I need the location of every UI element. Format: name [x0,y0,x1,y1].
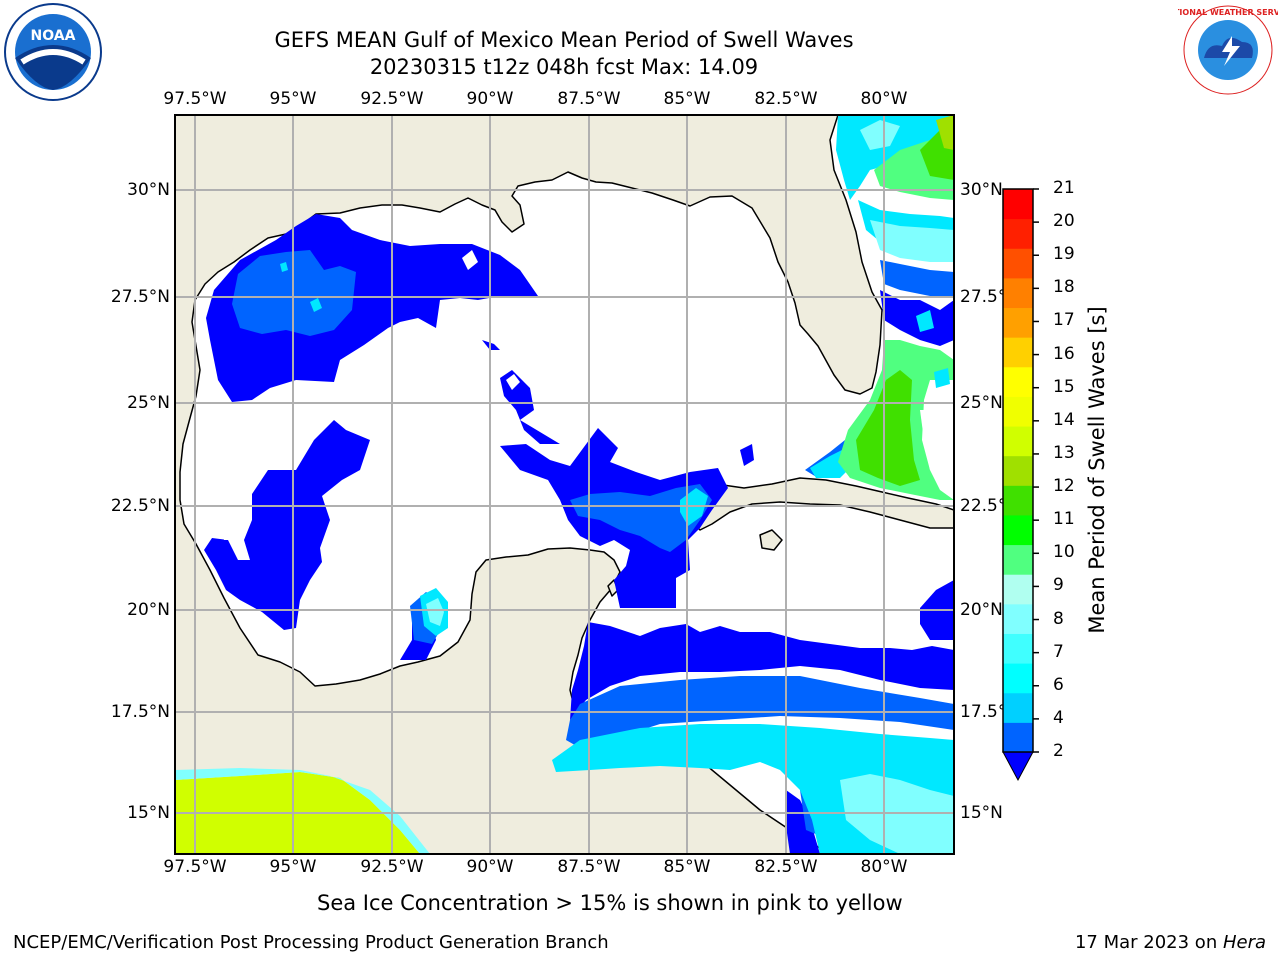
colorbar-segment [1003,396,1033,427]
land-isla-juventud [759,529,783,551]
colorbar-segment [1003,455,1033,486]
lon-label-bottom: 90°W [466,857,514,877]
noaa-logo-text: NOAA [31,28,76,44]
colorbar-tick-label: 18 [1053,277,1075,298]
colorbar-segment [1003,218,1033,249]
noaa-logo: NOAA [0,2,106,102]
colorbar-segment [1003,633,1033,664]
footer-host: Hera [1222,932,1266,953]
chart-subtitle: 20230315 t12z 048h fcst Max: 14.09 [369,55,759,79]
colorbar-segment [1003,514,1033,546]
map-panel [174,114,955,855]
colorbar-tick-label: 16 [1053,343,1075,364]
lat-label-left: 22.5°N [110,496,170,516]
colorbar-tick-label: 14 [1053,409,1075,430]
colorbar-tick-label: 9 [1053,575,1064,596]
lon-label-bottom: 85°W [663,857,711,877]
colorbar-segment [1003,544,1033,575]
colorbar-tick-label: 20 [1053,211,1075,232]
lat-label-left: 17.5°N [110,702,170,722]
colorbar-tick-label: 13 [1053,442,1075,463]
lat-label-left: 25°N [127,393,170,413]
colorbar-segment [1003,307,1033,338]
lon-label-top: 85°W [663,89,711,109]
colorbar-tick-label: 12 [1053,476,1075,497]
colorbar-tick-label: 10 [1053,542,1075,563]
colorbar-segment [1003,485,1033,516]
nws-logo: NATIONAL WEATHER SERVICE [1162,2,1280,98]
colorbar-frame [1002,188,1034,753]
lon-label-top: 87.5°W [557,89,621,109]
colorbar-tick-label: 2 [1053,741,1064,761]
colorbar-segment [1003,574,1033,605]
colorbar-tick-label: 6 [1053,674,1064,695]
map-frame [174,114,955,855]
colorbar-segment [1003,663,1033,694]
lon-label-bottom: 92.5°W [360,857,424,877]
lon-label-top: 90°W [466,89,514,109]
colorbar-segment [1003,603,1033,634]
lon-label-top: 92.5°W [360,89,424,109]
colorbar-tick-label: 11 [1053,509,1075,530]
lon-label-top: 97.5°W [163,89,227,109]
colorbar-tick-label: 17 [1053,310,1075,331]
colorbar-label: Mean Period of Swell Waves [s] [1085,306,1109,634]
colorbar-tick-label: 7 [1053,641,1064,662]
lat-label-right: 30°N [960,180,1003,200]
colorbar-tick-label: 21 [1053,178,1075,198]
colorbar-segment [1003,337,1033,368]
lon-label-bottom: 95°W [269,857,317,877]
nws-logo-text: NATIONAL WEATHER SERVICE [1178,8,1278,17]
lat-label-left: 20°N [127,600,170,620]
lon-label-top: 82.5°W [754,89,818,109]
colorbar [1002,188,1039,782]
swell-fill-green [838,115,954,500]
land-cuba [689,477,954,531]
ocean-gaps [220,374,520,640]
lon-label-bottom: 97.5°W [163,857,227,877]
colorbar-tick-label: 4 [1053,707,1064,728]
lat-label-left: 15°N [127,803,170,823]
chart-title: GEFS MEAN Gulf of Mexico Mean Period of … [274,28,854,52]
colorbar-segment [1003,426,1033,457]
graticule [175,115,954,854]
lon-label-top: 95°W [269,89,317,109]
footer-left: NCEP/EMC/Verification Post Processing Pr… [13,932,609,953]
footer-right: 17 Mar 2023 on Hera [1075,932,1266,953]
lon-label-bottom: 87.5°W [557,857,621,877]
lon-label-bottom: 82.5°W [754,857,818,877]
lat-label-right: 25°N [960,393,1003,413]
lat-label-left: 30°N [127,180,170,200]
colorbar-segment [1003,189,1033,220]
footer-date: 17 Mar 2023 on [1074,932,1223,953]
lon-label-bottom: 80°W [860,857,908,877]
lat-label-right: 20°N [960,600,1003,620]
colorbar-segments [1003,189,1033,753]
colorbar-segment [1003,722,1033,753]
lat-label-left: 27.5°N [110,287,170,307]
colorbar-tick-label: 8 [1053,608,1064,629]
lon-label-top: 80°W [860,89,908,109]
colorbar-segment [1003,366,1033,397]
colorbar-extend-triangle [1002,751,1034,782]
colorbar-ticks [1033,188,1039,753]
colorbar-tick-label: 19 [1053,244,1075,265]
sea-ice-caption: Sea Ice Concentration > 15% is shown in … [317,891,903,915]
colorbar-segment [1003,277,1033,309]
colorbar-segment [1003,692,1033,723]
colorbar-tick-label: 15 [1053,376,1075,397]
colorbar-segment [1003,248,1033,279]
lat-label-right: 15°N [960,803,1003,823]
